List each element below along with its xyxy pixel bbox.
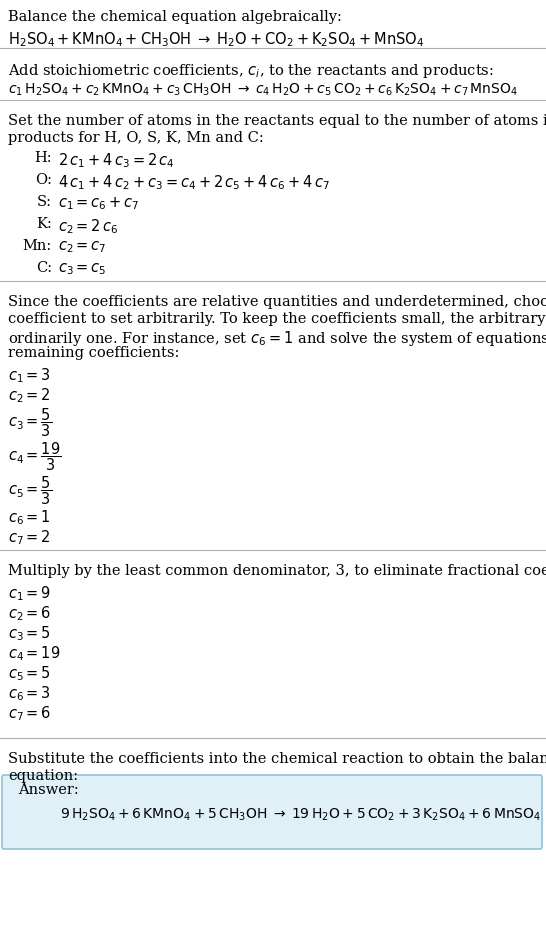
Text: $c_3 = 5$: $c_3 = 5$ bbox=[8, 624, 51, 643]
Text: Answer:: Answer: bbox=[18, 783, 79, 797]
Text: $c_3 = c_5$: $c_3 = c_5$ bbox=[58, 261, 106, 276]
Text: Since the coefficients are relative quantities and underdetermined, choose a: Since the coefficients are relative quan… bbox=[8, 295, 546, 309]
Text: $c_1 = 9$: $c_1 = 9$ bbox=[8, 584, 51, 602]
Text: $c_6 = 3$: $c_6 = 3$ bbox=[8, 684, 51, 703]
Text: Balance the chemical equation algebraically:: Balance the chemical equation algebraica… bbox=[8, 10, 342, 24]
FancyBboxPatch shape bbox=[2, 775, 542, 849]
Text: $\mathrm{H_2SO_4 + KMnO_4 + CH_3OH} \;\rightarrow\; \mathrm{H_2O + CO_2 + K_2SO_: $\mathrm{H_2SO_4 + KMnO_4 + CH_3OH} \;\r… bbox=[8, 30, 424, 48]
Text: Multiply by the least common denominator, 3, to eliminate fractional coefficient: Multiply by the least common denominator… bbox=[8, 564, 546, 578]
Text: $c_2 = 2\,c_6$: $c_2 = 2\,c_6$ bbox=[58, 217, 118, 236]
Text: coefficient to set arbitrarily. To keep the coefficients small, the arbitrary va: coefficient to set arbitrarily. To keep … bbox=[8, 312, 546, 326]
Text: $c_2 = 2$: $c_2 = 2$ bbox=[8, 386, 51, 405]
Text: H:: H: bbox=[34, 151, 52, 165]
Text: $c_3 = \dfrac{5}{3}$: $c_3 = \dfrac{5}{3}$ bbox=[8, 406, 52, 439]
Text: $4\,c_1 + 4\,c_2 + c_3 = c_4 + 2\,c_5 + 4\,c_6 + 4\,c_7$: $4\,c_1 + 4\,c_2 + c_3 = c_4 + 2\,c_5 + … bbox=[58, 173, 330, 192]
Text: $c_5 = \dfrac{5}{3}$: $c_5 = \dfrac{5}{3}$ bbox=[8, 474, 52, 506]
Text: O:: O: bbox=[35, 173, 52, 187]
Text: C:: C: bbox=[36, 261, 52, 275]
Text: equation:: equation: bbox=[8, 769, 78, 783]
Text: $c_6 = 1$: $c_6 = 1$ bbox=[8, 508, 51, 526]
Text: $c_5 = 5$: $c_5 = 5$ bbox=[8, 664, 51, 683]
Text: $9\,\mathrm{H_2SO_4} + 6\,\mathrm{KMnO_4} + 5\,\mathrm{CH_3OH} \;\rightarrow\; 1: $9\,\mathrm{H_2SO_4} + 6\,\mathrm{KMnO_4… bbox=[60, 807, 541, 824]
Text: S:: S: bbox=[37, 195, 52, 209]
Text: $c_1 = c_6 + c_7$: $c_1 = c_6 + c_7$ bbox=[58, 195, 140, 212]
Text: K:: K: bbox=[36, 217, 52, 231]
Text: $c_1 = 3$: $c_1 = 3$ bbox=[8, 366, 51, 385]
Text: $2\,c_1 + 4\,c_3 = 2\,c_4$: $2\,c_1 + 4\,c_3 = 2\,c_4$ bbox=[58, 151, 175, 170]
Text: remaining coefficients:: remaining coefficients: bbox=[8, 346, 180, 360]
Text: $c_4 = \dfrac{19}{3}$: $c_4 = \dfrac{19}{3}$ bbox=[8, 440, 62, 472]
Text: $c_1\,\mathrm{H_2SO_4} + c_2\,\mathrm{KMnO_4} + c_3\,\mathrm{CH_3OH} \;\rightarr: $c_1\,\mathrm{H_2SO_4} + c_2\,\mathrm{KM… bbox=[8, 82, 518, 99]
Text: $c_2 = 6$: $c_2 = 6$ bbox=[8, 604, 51, 622]
Text: Mn:: Mn: bbox=[23, 239, 52, 253]
Text: $c_2 = c_7$: $c_2 = c_7$ bbox=[58, 239, 106, 255]
Text: Add stoichiometric coefficients, $c_i$, to the reactants and products:: Add stoichiometric coefficients, $c_i$, … bbox=[8, 62, 494, 80]
Text: $c_4 = 19$: $c_4 = 19$ bbox=[8, 644, 61, 663]
Text: Substitute the coefficients into the chemical reaction to obtain the balanced: Substitute the coefficients into the che… bbox=[8, 752, 546, 766]
Text: Set the number of atoms in the reactants equal to the number of atoms in the: Set the number of atoms in the reactants… bbox=[8, 114, 546, 128]
Text: $c_7 = 6$: $c_7 = 6$ bbox=[8, 704, 51, 723]
Text: products for H, O, S, K, Mn and C:: products for H, O, S, K, Mn and C: bbox=[8, 131, 264, 145]
Text: $c_7 = 2$: $c_7 = 2$ bbox=[8, 528, 51, 546]
Text: ordinarily one. For instance, set $c_6 = 1$ and solve the system of equations fo: ordinarily one. For instance, set $c_6 =… bbox=[8, 329, 546, 348]
